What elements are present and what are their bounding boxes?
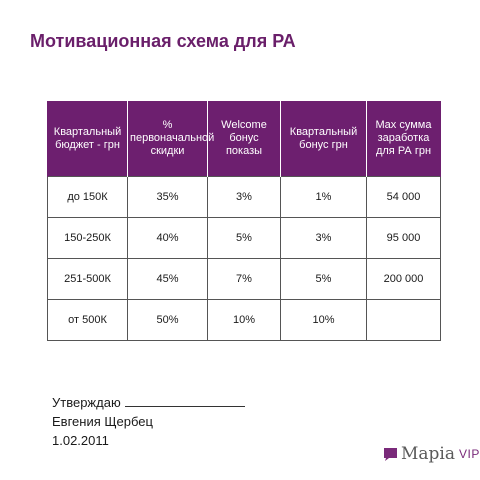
table-cell: 40% [127,217,208,259]
table-cell: 95 000 [366,217,441,259]
table-cell: 54 000 [366,176,441,218]
speech-bubble-icon [383,447,398,462]
approve-line: Утверждаю [52,393,245,412]
table-cell: 3% [207,176,281,218]
header-max-earnings: Max сумма заработка для РА грн [366,101,441,177]
header-welcome-bonus: Welcome бонус показы [207,101,281,177]
table-cell: 150-250К [47,217,128,259]
table-header-row: Квартальный бюджет - грн % первоначально… [47,101,441,177]
table-cell: 7% [207,258,281,300]
table-cell: 35% [127,176,208,218]
table-row: до 150К 35% 3% 1% 54 000 [47,176,441,218]
signature-underline [124,396,245,407]
table-cell: от 500К [47,299,128,341]
header-quarterly-budget: Квартальный бюджет - грн [47,101,128,177]
motivation-table: Квартальный бюджет - грн % первоначально… [47,101,441,341]
page-title: Мотивационная схема для РА [30,31,296,51]
logo-suffix: VIP [459,447,480,461]
signer-name: Евгения Щербец [52,414,153,429]
table-cell: 3% [280,217,367,259]
table-row: 251-500К 45% 7% 5% 200 000 [47,258,441,300]
table-cell [366,299,441,341]
table-cell: 5% [207,217,281,259]
table-cell: 10% [207,299,281,341]
table-cell: 1% [280,176,367,218]
signature-date: 1.02.2011 [52,433,109,448]
signature-block: Утверждаю Евгения Щербец 1.02.2011 [52,393,245,450]
table-cell: до 150К [47,176,128,218]
table-cell: 5% [280,258,367,300]
header-quarterly-bonus: Квартальный бонус грн [280,101,367,177]
header-initial-discount: % первоначальной скидки [127,101,214,177]
table-row: 150-250К 40% 5% 3% 95 000 [47,217,441,259]
table-cell: 45% [127,258,208,300]
mapia-vip-logo: Mapia VIP [383,444,480,464]
table-cell: 200 000 [366,258,441,300]
table-cell: 10% [280,299,367,341]
table-row: от 500К 50% 10% 10% [47,299,441,341]
approve-label: Утверждаю [52,395,121,410]
table-cell: 251-500К [47,258,128,300]
table-cell: 50% [127,299,208,341]
logo-name: Mapia [401,444,455,464]
